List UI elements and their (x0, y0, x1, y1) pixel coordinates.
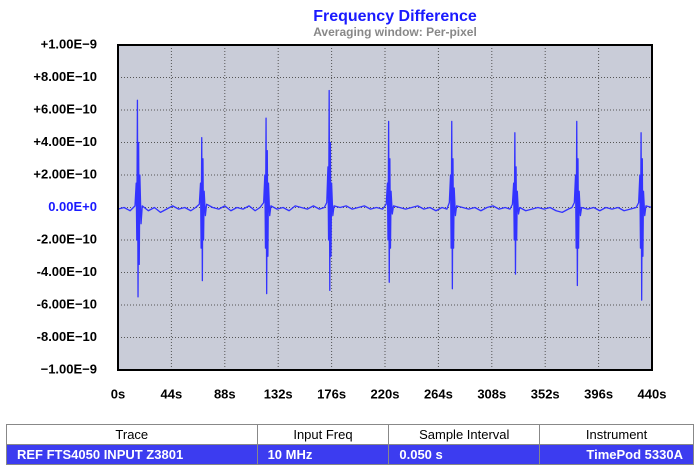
chart-title: Frequency Difference (313, 8, 477, 25)
trace-table: Trace Input Freq Sample Interval Instrum… (6, 424, 694, 465)
y-tick-label: -2.00E−10 (37, 231, 97, 246)
y-tick-label: −1.00E−9 (41, 361, 97, 376)
y-tick-label: +2.00E−10 (33, 166, 97, 181)
table-cell: 10 MHz (256, 444, 390, 465)
table-header: Input Freq (256, 424, 390, 445)
table-cell: TimePod 5330A (539, 444, 694, 465)
x-tick-label: 308s (477, 386, 506, 401)
y-tick-label: 0.00E+0 (48, 199, 97, 214)
table-cell: 0.050 s (388, 444, 541, 465)
y-tick-label: +1.00E−9 (41, 36, 97, 51)
plot-border (117, 44, 653, 371)
table-cell: REF FTS4050 INPUT Z3801 (6, 444, 258, 465)
y-tick-label: -4.00E−10 (37, 264, 97, 279)
y-tick-label: -8.00E−10 (37, 329, 97, 344)
data-line (117, 89, 653, 301)
x-tick-label: 176s (317, 386, 346, 401)
y-tick-label: +8.00E−10 (33, 69, 97, 84)
y-tick-label: -6.00E−10 (37, 296, 97, 311)
x-tick-label: 0s (111, 386, 125, 401)
x-tick-label: 440s (638, 386, 667, 401)
y-tick-label: +4.00E−10 (33, 134, 97, 149)
chart-subtitle: Averaging window: Per-pixel (313, 25, 477, 39)
x-tick-label: 396s (584, 386, 613, 401)
x-tick-label: 132s (264, 386, 293, 401)
x-tick-label: 88s (214, 386, 236, 401)
table-header: Sample Interval (388, 424, 541, 445)
x-tick-label: 264s (424, 386, 453, 401)
y-tick-label: +6.00E−10 (33, 101, 97, 116)
x-tick-label: 352s (531, 386, 560, 401)
table-header: Instrument (539, 424, 694, 445)
x-tick-label: 44s (161, 386, 183, 401)
x-tick-label: 220s (371, 386, 400, 401)
table-header: Trace (6, 424, 258, 445)
chart: Frequency Difference Averaging window: P… (33, 8, 667, 401)
